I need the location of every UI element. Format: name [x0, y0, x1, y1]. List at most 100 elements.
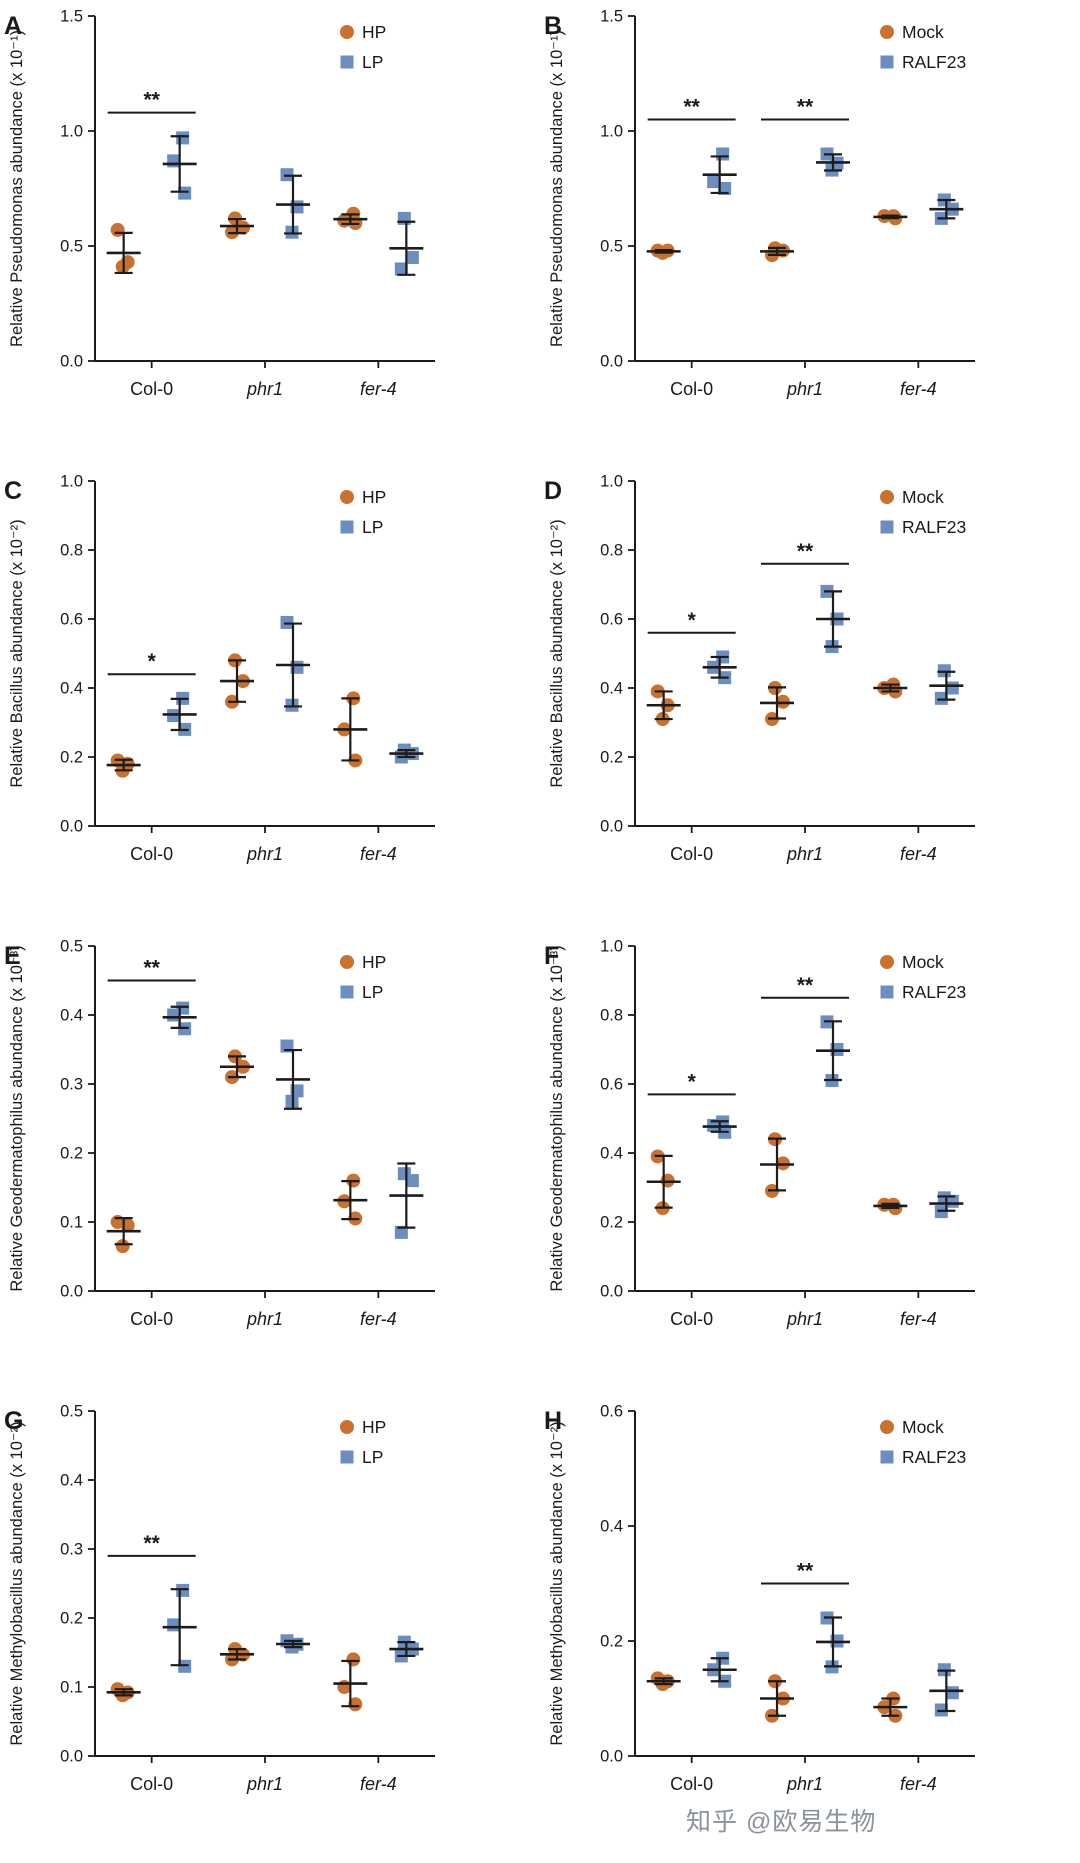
x-axis-label: phr1: [246, 844, 283, 864]
y-tick-label: 0.5: [60, 238, 83, 256]
x-axis-label: fer-4: [900, 1309, 937, 1329]
y-tick-label: 0.8: [600, 1007, 623, 1025]
y-tick-label: 0.4: [600, 1145, 623, 1163]
panel-letter: D: [544, 477, 562, 505]
x-axis-label: phr1: [246, 1309, 283, 1329]
x-axis-label: fer-4: [900, 844, 937, 864]
y-tick-label: 0.6: [600, 1076, 623, 1094]
x-axis-label: fer-4: [360, 1774, 397, 1794]
legend-marker-square: [340, 1450, 354, 1464]
y-tick-label: 0.0: [600, 353, 623, 371]
x-axis-label: Col-0: [130, 379, 173, 399]
y-tick-label: 0.4: [60, 680, 83, 698]
y-tick-label: 0.1: [60, 1214, 83, 1232]
data-point: [348, 1697, 363, 1712]
panel-letter: H: [544, 1407, 562, 1435]
data-point: [346, 1652, 361, 1667]
significance-stars: *: [148, 650, 157, 673]
y-axis-title: Relative Geodermatophilus abundance (x 1…: [548, 945, 566, 1291]
y-tick-label: 0.3: [60, 1076, 83, 1094]
y-tick-label: 0.4: [600, 1518, 623, 1536]
data-point: [707, 175, 721, 189]
y-tick-label: 1.0: [60, 123, 83, 141]
y-tick-label: 0.0: [60, 1748, 83, 1766]
y-axis-title: Relative Pseudomonas abundance (x 10⁻¹): [548, 30, 566, 347]
y-tick-label: 0.2: [60, 1145, 83, 1163]
x-axis-label: Col-0: [130, 1309, 173, 1329]
data-point: [236, 220, 250, 235]
significance-stars: **: [143, 89, 160, 112]
y-axis-title: Relative Methylobacillus abundance (x 10…: [548, 1421, 566, 1745]
data-point: [397, 211, 411, 225]
legend-label: LP: [362, 1447, 383, 1467]
y-tick-label: 0.0: [600, 1283, 623, 1301]
panel-letter: F: [544, 942, 559, 970]
significance-stars: **: [797, 540, 814, 563]
y-tick-label: 0.4: [600, 680, 623, 698]
x-axis-label: Col-0: [670, 1309, 713, 1329]
y-axis-title: Relative Bacillus abundance (x 10⁻²): [548, 519, 566, 787]
y-axis-title: Relative Bacillus abundance (x 10⁻²): [8, 519, 26, 787]
significance-stars: *: [688, 1070, 697, 1093]
x-axis-label: fer-4: [360, 1309, 397, 1329]
y-tick-label: 0.0: [60, 818, 83, 836]
legend-marker-circle: [880, 25, 894, 39]
data-point: [280, 615, 294, 629]
y-tick-label: 1.5: [600, 8, 623, 26]
y-tick-label: 0.0: [600, 818, 623, 836]
y-axis-title: Relative Pseudomonas abundance (x 10⁻¹): [8, 30, 26, 347]
y-axis-title: Relative Methylobacillus abundance (x 10…: [8, 1421, 26, 1745]
legend-marker-circle: [880, 490, 894, 504]
data-point: [115, 1239, 130, 1254]
y-tick-label: 0.2: [600, 749, 623, 767]
y-tick-label: 0.3: [60, 1541, 83, 1559]
x-axis-label: phr1: [246, 1774, 283, 1794]
y-tick-label: 1.0: [600, 473, 623, 491]
y-tick-label: 0.0: [60, 353, 83, 371]
legend-marker-circle: [340, 490, 354, 504]
y-tick-label: 0.6: [600, 1403, 623, 1421]
legend-label: HP: [362, 487, 386, 507]
legend-marker-square: [880, 1450, 894, 1464]
legend-label: HP: [362, 1417, 386, 1437]
data-point: [394, 262, 408, 276]
x-axis-label: fer-4: [360, 844, 397, 864]
legend-label: HP: [362, 22, 386, 42]
y-tick-label: 0.6: [60, 611, 83, 629]
data-point: [945, 1686, 959, 1700]
x-axis-label: Col-0: [670, 379, 713, 399]
data-point: [167, 154, 181, 168]
y-tick-label: 0.1: [60, 1679, 83, 1697]
y-tick-label: 1.0: [60, 473, 83, 491]
panel-letter: A: [4, 12, 22, 40]
data-point: [167, 1618, 181, 1632]
y-tick-label: 0.8: [600, 542, 623, 560]
significance-stars: **: [143, 957, 160, 980]
significance-stars: **: [797, 974, 814, 997]
y-tick-label: 0.2: [60, 1610, 83, 1628]
y-tick-label: 0.5: [60, 938, 83, 956]
x-axis-label: phr1: [786, 844, 823, 864]
panel-c: C Relative Bacillus abundance (x 10⁻²) 0.0…: [4, 473, 435, 864]
legend-marker-circle: [340, 955, 354, 969]
x-axis-label: fer-4: [900, 1774, 937, 1794]
panel-letter: C: [4, 477, 22, 505]
x-axis-label: Col-0: [130, 1774, 173, 1794]
watermark-text: 知乎 @欧易生物: [686, 1808, 877, 1836]
data-point: [405, 251, 419, 264]
panel-letter: G: [4, 1407, 23, 1435]
x-axis-label: phr1: [786, 1309, 823, 1329]
x-axis-label: fer-4: [900, 379, 937, 399]
significance-stars: *: [688, 609, 697, 632]
y-tick-label: 0.0: [60, 1283, 83, 1301]
y-tick-label: 0.5: [60, 1403, 83, 1421]
watermark: 知乎 @欧易生物: [686, 1802, 876, 1838]
x-axis-label: fer-4: [360, 379, 397, 399]
legend-label: RALF23: [902, 982, 966, 1002]
legend-label: LP: [362, 52, 383, 72]
